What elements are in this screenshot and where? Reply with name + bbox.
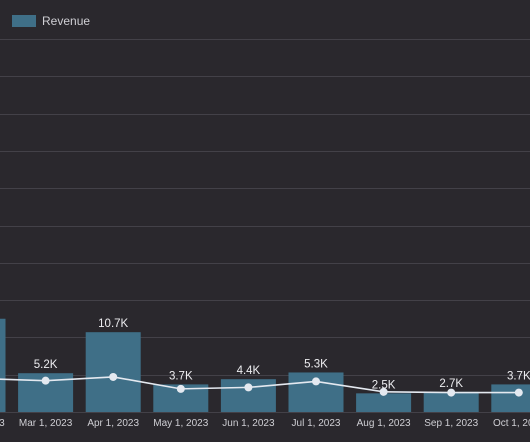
x-tick-label-2: Apr 1, 2023 <box>87 418 139 429</box>
x-tick-label-6: Aug 1, 2023 <box>357 418 411 429</box>
bar-6[interactable] <box>356 393 412 412</box>
x-tick-label-1: Mar 1, 2023 <box>19 418 73 429</box>
x-tick-label-0: Feb 1, 2023 <box>0 418 5 429</box>
data-label-3: 3.7K <box>169 370 193 382</box>
bar-2[interactable] <box>85 332 141 412</box>
x-tick-label-4: Jun 1, 2023 <box>222 418 275 429</box>
legend[interactable]: Revenue <box>12 14 90 28</box>
legend-swatch-revenue <box>12 15 36 27</box>
x-tick-label-7: Sep 1, 2023 <box>424 418 478 429</box>
line-point-2[interactable] <box>109 372 118 381</box>
line-point-6[interactable] <box>379 387 388 396</box>
data-label-2: 10.7K <box>98 318 128 330</box>
x-tick-label-3: May 1, 2023 <box>153 418 208 429</box>
data-label-5: 5.3K <box>304 358 328 370</box>
data-label-1: 5.2K <box>34 359 58 371</box>
bar-7[interactable] <box>423 391 479 412</box>
line-point-1[interactable] <box>41 376 50 385</box>
line-point-8[interactable] <box>514 388 523 397</box>
line-point-5[interactable] <box>312 377 320 386</box>
x-tick-label-5: Jul 1, 2023 <box>292 418 341 429</box>
line-point-7[interactable] <box>447 388 456 397</box>
x-tick-label-8: Oct 1, 2023 <box>493 418 530 429</box>
line-point-3[interactable] <box>176 384 185 393</box>
legend-label-revenue: Revenue <box>42 14 91 28</box>
line-point-4[interactable] <box>244 383 253 392</box>
data-label-7: 2.7K <box>439 378 463 390</box>
bar-8[interactable] <box>491 384 530 412</box>
data-label-6: 2.5K <box>372 379 396 391</box>
data-label-8: 3.7K <box>507 370 530 382</box>
data-label-4: 4.4K <box>237 365 261 377</box>
bar-0[interactable] <box>0 318 6 412</box>
